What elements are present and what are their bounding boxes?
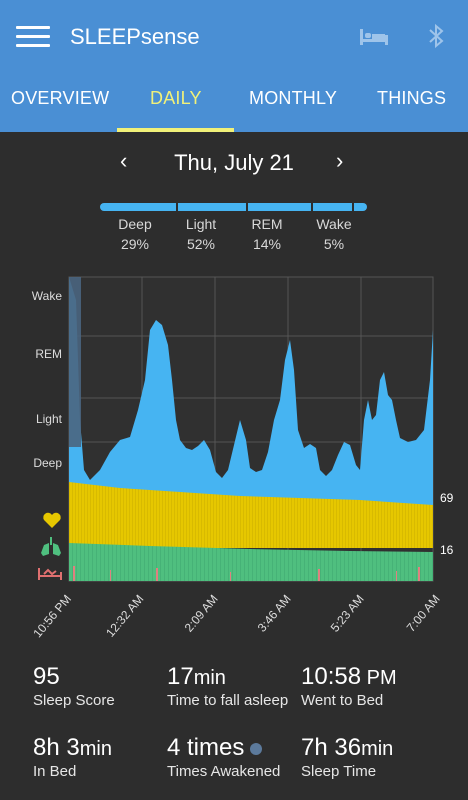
heart-rate-value: 69 — [440, 491, 454, 505]
info-dot-icon[interactable] — [250, 742, 263, 755]
stage-distribution-bar — [100, 203, 367, 211]
date-navigator: ‹ Thu, July 21 › — [0, 146, 468, 180]
stage-deep: Deep 29% — [118, 216, 152, 252]
stat-in-bed: 8h 3min In Bed — [33, 734, 112, 780]
tab-things[interactable]: THINGS — [377, 88, 447, 108]
tab-overview[interactable]: OVERVIEW — [11, 88, 110, 108]
prev-day-button[interactable]: ‹ — [120, 148, 128, 173]
x-label-3: 3:46 AM — [254, 592, 294, 635]
x-label-5: 7:00 AM — [403, 592, 443, 635]
y-label-rem: REM — [35, 347, 62, 361]
bed-icon[interactable] — [359, 27, 389, 47]
sleep-stage-area — [69, 277, 433, 510]
stat-sleep-score: 95 Sleep Score — [33, 663, 115, 709]
next-day-button[interactable]: › — [336, 148, 344, 173]
tab-daily[interactable]: DAILY — [150, 88, 202, 108]
x-label-1: 12:32 AM — [103, 592, 147, 640]
stat-time-to-fall-asleep: 17min Time to fall asleep — [167, 663, 289, 709]
app-title: SLEEPsense — [70, 24, 200, 49]
app-bar: SLEEPsense OVERVIEW DAILY MONTHLY THINGS — [0, 0, 468, 132]
y-label-wake: Wake — [31, 289, 62, 303]
menu-icon[interactable] — [16, 26, 50, 48]
date-label: Thu, July 21 — [174, 150, 294, 175]
stat-went-to-bed: 10:58 PM Went to Bed — [301, 663, 397, 709]
tab-bar: OVERVIEW DAILY MONTHLY THINGS — [0, 84, 468, 132]
x-label-4: 5:23 AM — [327, 592, 367, 635]
y-label-light: Light — [35, 412, 62, 426]
tab-monthly[interactable]: MONTHLY — [249, 88, 338, 108]
x-label-0: 10:56 PM — [30, 592, 75, 641]
x-label-2: 2:09 AM — [181, 592, 221, 635]
stage-light: Light 52% — [185, 216, 217, 252]
heart-rate-band — [69, 482, 433, 548]
stat-times-awakened: 4 times Times Awakened — [167, 734, 281, 780]
breathing-band — [69, 543, 433, 581]
heart-icon — [43, 512, 61, 528]
breathing-value: 16 — [440, 543, 454, 557]
stage-wake: Wake 5% — [316, 216, 352, 252]
bed-activity-icon — [38, 568, 62, 580]
y-label-deep: Deep — [33, 456, 62, 470]
tab-indicator — [117, 128, 234, 132]
bluetooth-icon[interactable] — [428, 23, 444, 49]
stage-rem: REM 14% — [251, 216, 283, 252]
stat-sleep-time: 7h 36min Sleep Time — [301, 734, 394, 780]
lungs-icon — [41, 537, 61, 556]
